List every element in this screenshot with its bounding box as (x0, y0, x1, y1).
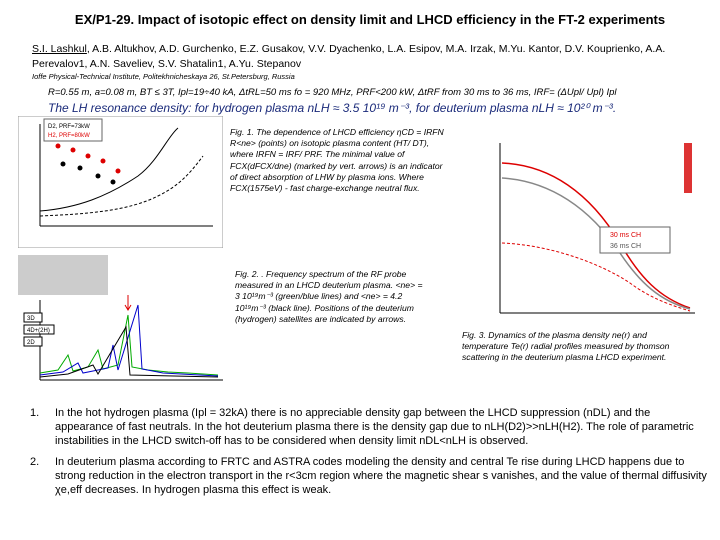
item-number: 2. (30, 456, 40, 468)
lead-author: S.I. Lashkul (32, 43, 87, 55)
inset (18, 255, 108, 295)
figure-caption: Fig. 3. Dynamics of the plasma density n… (462, 330, 670, 363)
item-text: In deuterium plasma according to FRTC an… (55, 456, 707, 496)
curve (39, 127, 179, 212)
figure-caption: Fig. 2. . Frequency spectrum of the RF p… (235, 269, 423, 324)
satellite-label: 2D (27, 340, 35, 346)
affiliation: Ioffe Physical-Technical Institute, Poli… (32, 72, 295, 81)
legend-label: D2, PRF=73kW (48, 124, 90, 130)
coauthors: , A.B. Altukhov, A.D. Gurchenko, E.Z. Gu… (32, 43, 666, 70)
satellite-label: 4D+(2H) (27, 328, 50, 334)
title: EX/P1-29. Impact of isotopic effect on d… (74, 12, 666, 27)
authors: S.I. Lashkul, A.B. Altukhov, A.D. Gurche… (32, 42, 692, 72)
legend-label: 36 ms CH (610, 243, 641, 250)
spectrum (39, 314, 219, 376)
parameters: R=0.55 m, a=0.08 m, BT ≤ 3T, Ipl=19÷40 k… (48, 87, 617, 98)
resonance-note: The LH resonance density: for hydrogen p… (48, 101, 617, 115)
item-number: 1. (30, 407, 40, 419)
label-box (23, 324, 55, 335)
points (60, 161, 116, 185)
legend (43, 118, 103, 142)
spectrum (39, 325, 219, 378)
label-box (23, 312, 43, 323)
legend-label: H2, PRF=80kW (48, 133, 90, 139)
label-box (23, 336, 43, 347)
figure-1: D2, PRF=73kW H2, PRF=80kW (18, 116, 223, 248)
figure-caption: Fig. 1. The dependence of LHCD efficienc… (230, 127, 444, 194)
curve (39, 155, 204, 217)
figure-2: 3D 4D+(2H) 2D (18, 255, 226, 387)
arrow (124, 295, 132, 311)
spectrum (39, 304, 219, 377)
item-text: In the hot hydrogen plasma (Ipl = 32kA) … (55, 407, 694, 447)
figure-3: 30 ms CH 36 ms CH (470, 133, 702, 328)
points (55, 143, 121, 174)
legend-label: 30 ms CH (610, 232, 641, 239)
satellite-label: 3D (27, 316, 35, 322)
profile (501, 242, 691, 312)
legend (599, 226, 671, 254)
colorbar (684, 143, 692, 193)
